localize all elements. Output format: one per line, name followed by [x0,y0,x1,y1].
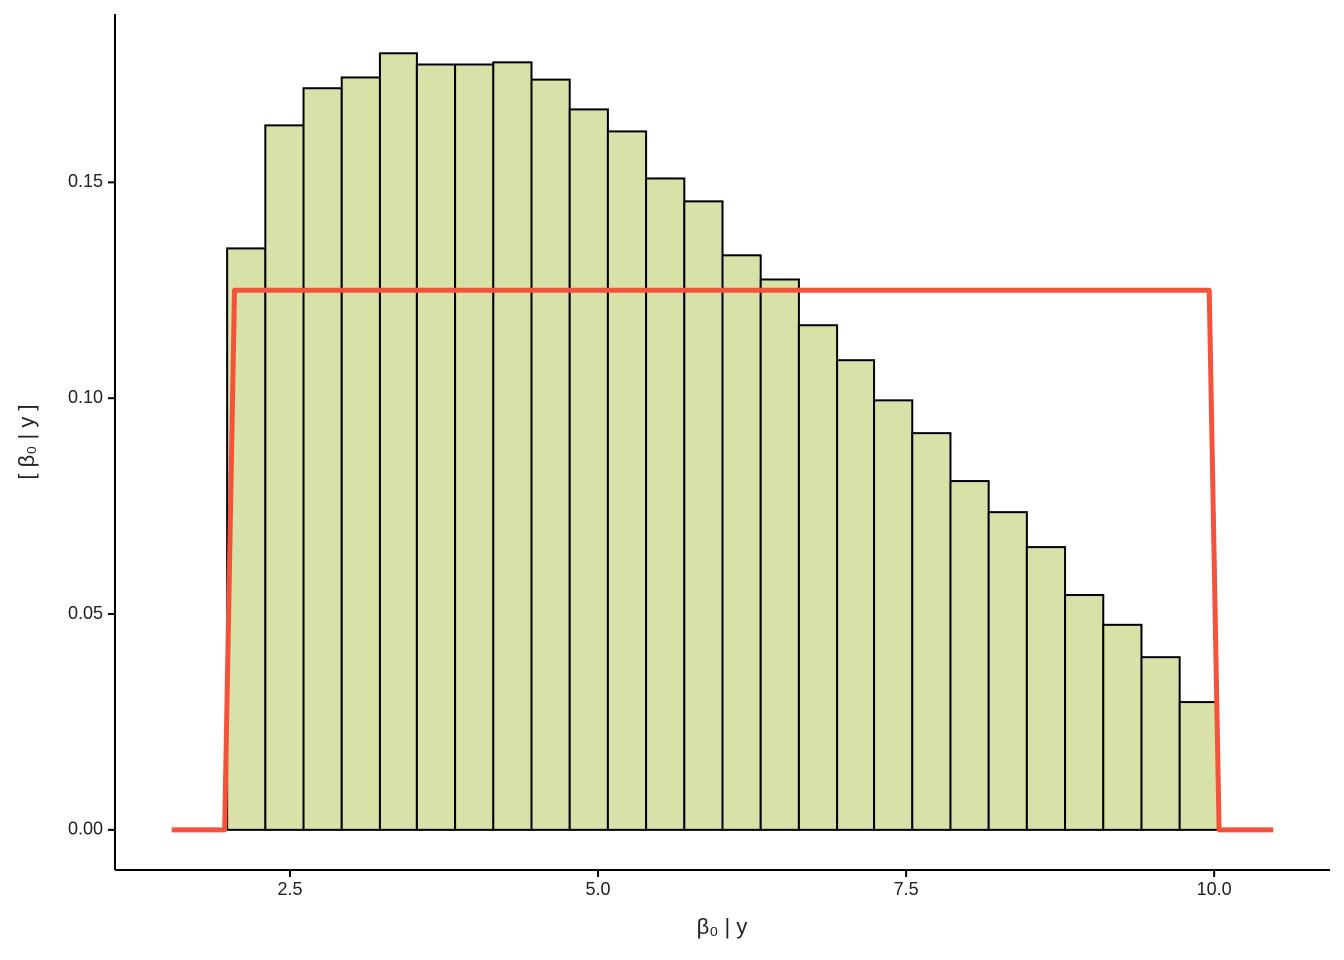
y-axis-title: [ β₀ | y ] [14,404,39,479]
histogram-bar [340,76,381,831]
histogram-bar [721,254,762,831]
x-tick-label: 7.5 [894,879,919,899]
histogram-bar [759,278,800,831]
y-tick-label: 0.15 [68,171,103,191]
x-axis-title: β₀ | y [697,914,748,939]
y-tick-label: 0.10 [68,387,103,407]
histogram-bar [797,324,839,831]
histogram-bar [683,200,724,831]
y-tick-label: 0.00 [68,819,103,839]
x-tick-label: 5.0 [586,879,611,899]
histogram-bar [836,359,876,831]
histogram-bar [606,130,648,831]
histogram-bar [302,87,343,831]
histogram-bar [1178,701,1219,831]
histogram-bar [415,63,457,831]
histogram-bar [1140,656,1181,831]
histogram-bar [454,63,495,831]
y-tick-label: 0.05 [68,603,103,623]
histogram-bar [264,124,305,831]
histogram-bar [1025,546,1067,831]
histogram-bar [492,61,533,831]
x-tick-label: 10.0 [1197,879,1232,899]
histogram-bar [530,78,571,831]
histogram-bar [873,399,914,831]
histogram-bar [949,480,990,831]
histogram-bar [1064,594,1105,831]
histogram-bar [568,108,609,831]
density-line [171,287,1274,833]
histogram-bar [1102,623,1143,831]
x-tick-label: 2.5 [277,879,302,899]
histogram-bar [378,52,418,831]
histogram-bar [987,511,1028,831]
histogram-bar [645,177,686,831]
histogram-bar [911,432,952,831]
